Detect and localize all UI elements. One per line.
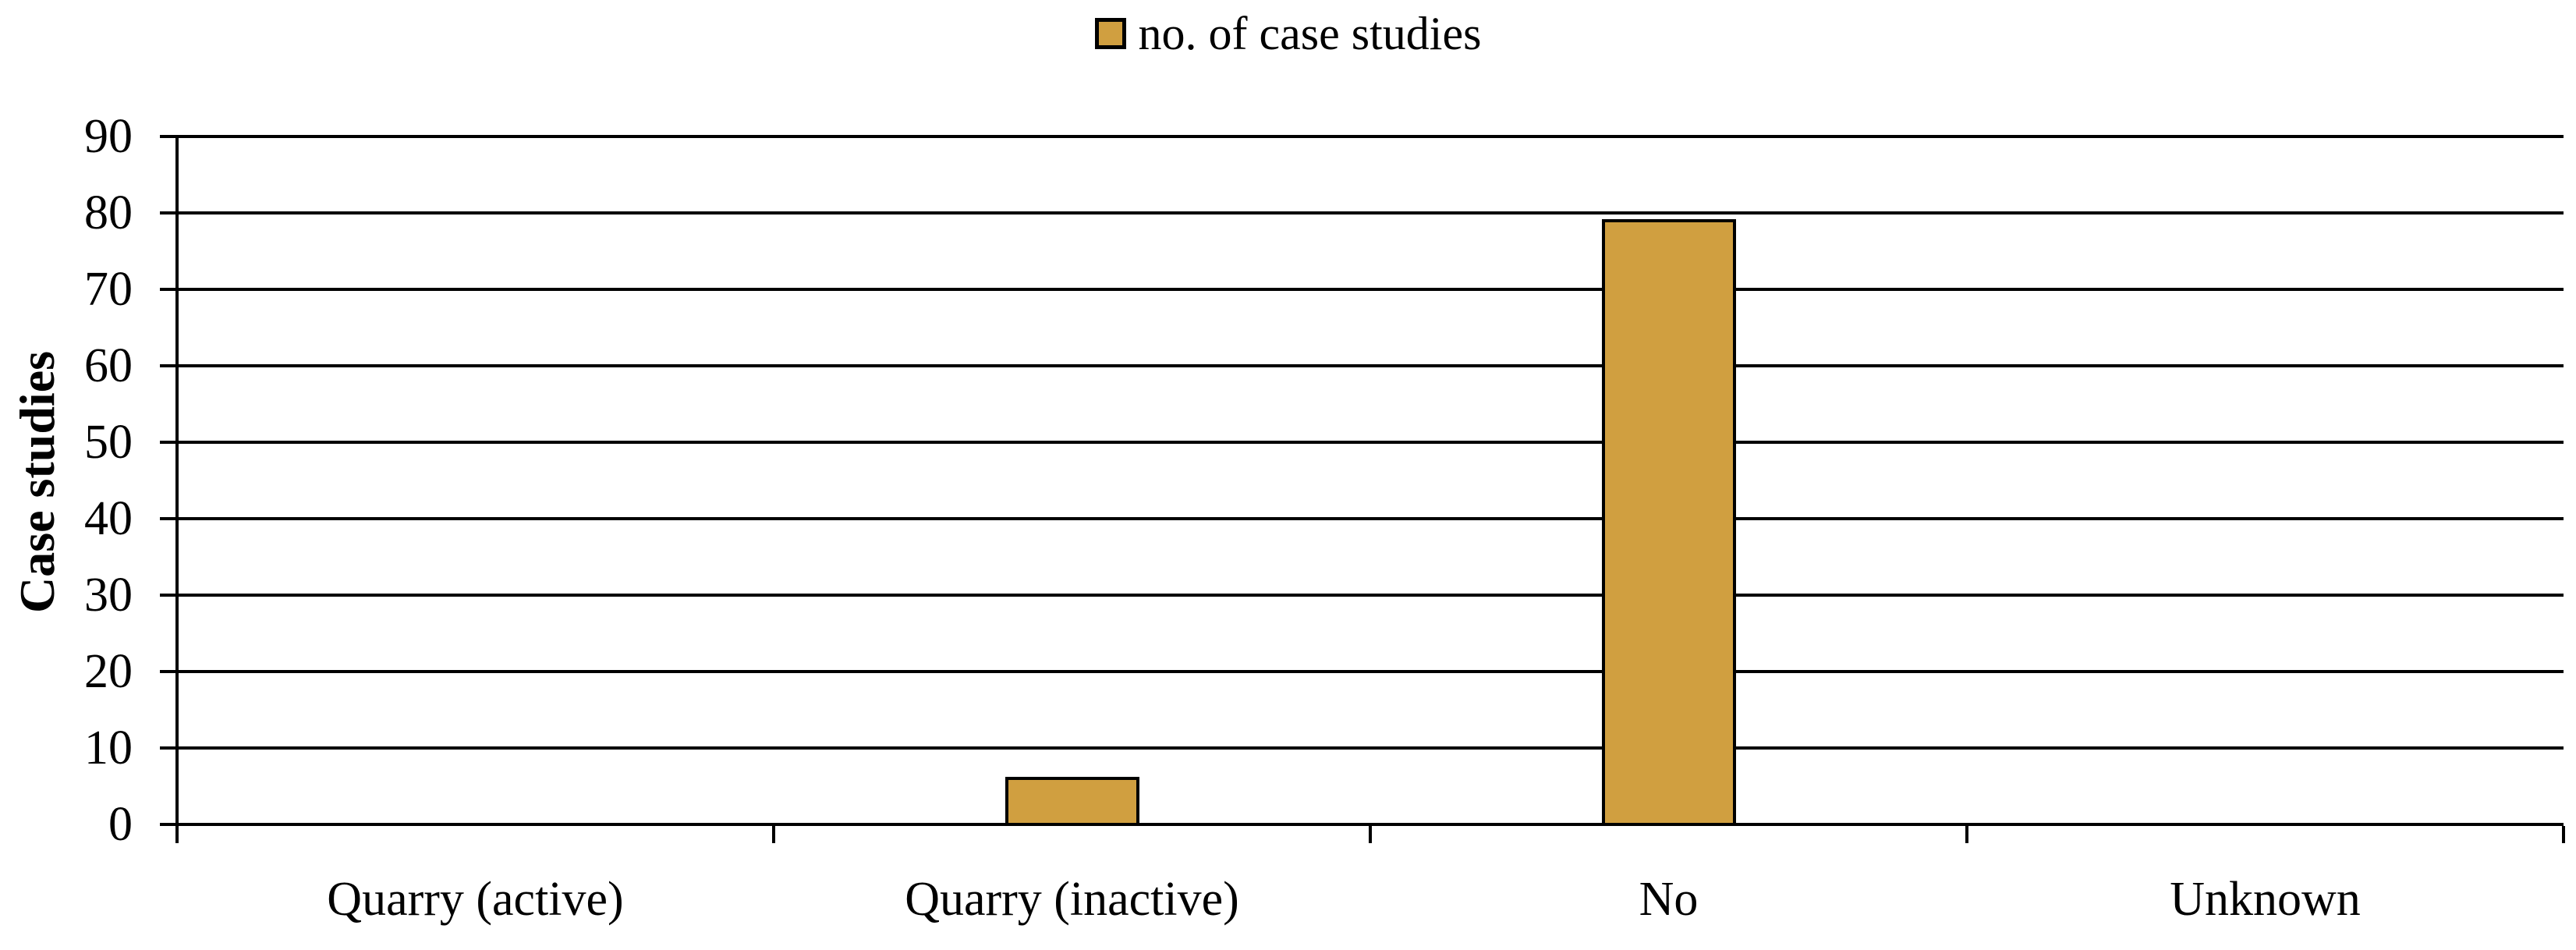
y-tick-label-40: 40 bbox=[84, 492, 133, 545]
y-tick-0 bbox=[160, 823, 177, 826]
x-category-label-quarry-active: Quarry (active) bbox=[327, 873, 624, 926]
x-axis-line bbox=[177, 823, 2564, 826]
legend-swatch-icon bbox=[1094, 18, 1126, 49]
x-boundary-tick-2 bbox=[1369, 826, 1372, 843]
x-category-label-no: No bbox=[1639, 873, 1699, 926]
y-tick-label-60: 60 bbox=[84, 339, 133, 392]
y-tick-label-70: 70 bbox=[84, 263, 133, 316]
legend: no. of case studies bbox=[0, 9, 2576, 58]
x-boundary-tick-3 bbox=[1965, 826, 1968, 843]
y-tick-label-0: 0 bbox=[108, 798, 133, 851]
legend-label: no. of case studies bbox=[1138, 8, 1482, 59]
gridline-80 bbox=[177, 211, 2564, 214]
gridline-70 bbox=[177, 288, 2564, 291]
gridline-90 bbox=[177, 135, 2564, 138]
y-tick-90 bbox=[160, 135, 177, 138]
y-tick-70 bbox=[160, 288, 177, 291]
gridline-10 bbox=[177, 746, 2564, 750]
y-tick-20 bbox=[160, 670, 177, 673]
y-tick-40 bbox=[160, 517, 177, 520]
y-tick-label-90: 90 bbox=[84, 110, 133, 163]
x-boundary-tick-1 bbox=[772, 826, 775, 843]
x-category-label-quarry-inactive: Quarry (inactive) bbox=[905, 873, 1239, 926]
y-tick-label-50: 50 bbox=[84, 416, 133, 469]
y-tick-80 bbox=[160, 211, 177, 214]
y-tick-50 bbox=[160, 441, 177, 444]
y-tick-label-80: 80 bbox=[84, 186, 133, 239]
gridline-20 bbox=[177, 670, 2564, 673]
x-boundary-tick-4 bbox=[2562, 826, 2565, 843]
gridline-50 bbox=[177, 441, 2564, 444]
x-category-label-unknown: Unknown bbox=[2170, 873, 2361, 926]
gridline-30 bbox=[177, 594, 2564, 597]
y-tick-label-20: 20 bbox=[84, 645, 133, 698]
gridline-60 bbox=[177, 364, 2564, 367]
x-boundary-tick-0 bbox=[175, 826, 179, 843]
y-tick-30 bbox=[160, 594, 177, 597]
y-tick-label-30: 30 bbox=[84, 569, 133, 622]
y-axis-line bbox=[175, 135, 179, 826]
y-tick-label-10: 10 bbox=[84, 721, 133, 775]
bar-no bbox=[1601, 218, 1736, 826]
y-tick-60 bbox=[160, 364, 177, 367]
gridline-40 bbox=[177, 517, 2564, 520]
bar-quarry-inactive bbox=[1005, 777, 1139, 826]
y-tick-10 bbox=[160, 746, 177, 750]
